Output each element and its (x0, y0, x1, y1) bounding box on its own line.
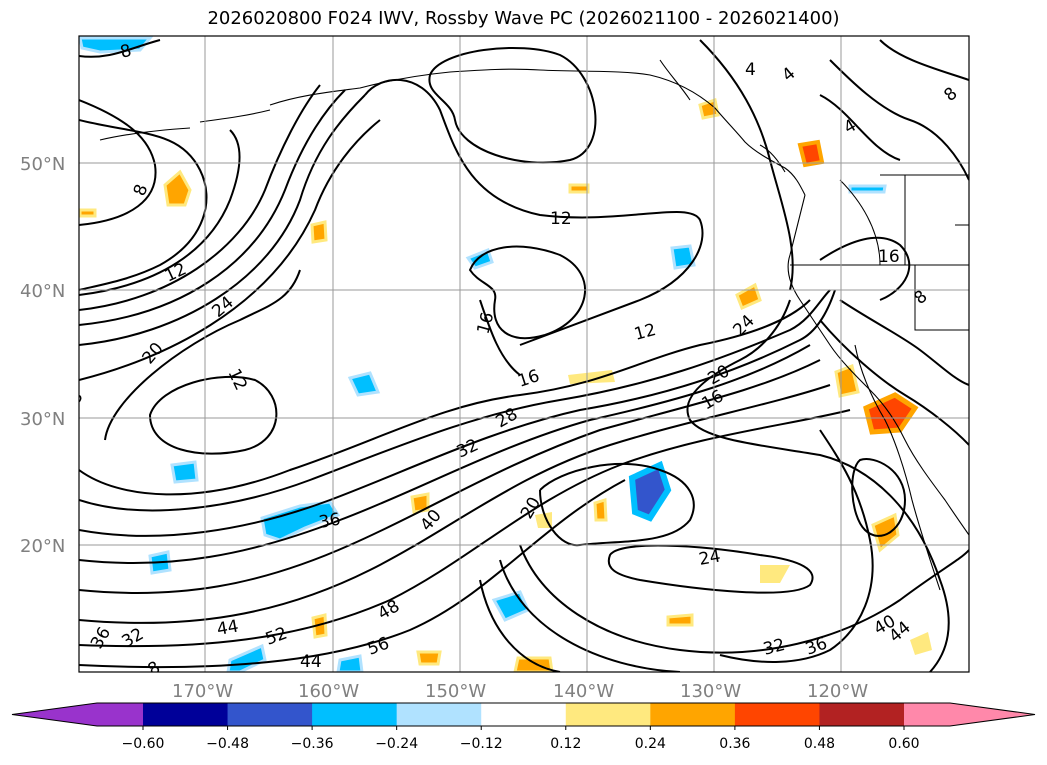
lon-label: 150°W (425, 681, 486, 702)
colorbar-segment (312, 703, 398, 726)
colorbar-outline (11, 702, 1036, 727)
colorbar-segment (143, 703, 229, 726)
lat-label: 40°N (20, 281, 65, 302)
colorbar-label: −0.60 (122, 736, 165, 752)
colorbar-segment (481, 703, 567, 726)
colorbar-label: 0.24 (635, 736, 666, 752)
colorbar-label: −0.24 (375, 736, 418, 752)
colorbar-label: 0.48 (804, 736, 835, 752)
map-title: 2026020800 F024 IWV, Rossby Wave PC (202… (207, 8, 840, 29)
colorbar-segment (650, 703, 736, 726)
colorbar-label: −0.48 (206, 736, 249, 752)
colorbar-label: −0.36 (291, 736, 334, 752)
colorbar-segment (734, 703, 820, 726)
colorbar-extend-min (12, 703, 143, 726)
colorbar-segment (565, 703, 651, 726)
colorbar: −0.60 −0.48 −0.36 −0.24 −0.12 0.12 0.24 0.36 0.4… (11, 702, 1036, 752)
colorbar-segment (819, 703, 905, 726)
longitude-labels: 170°W 160°W 150°W 140°W 130°W 120°W (172, 681, 868, 702)
contour-label: 24 (697, 546, 722, 569)
iwv-contours (79, 39, 969, 672)
colorbar-segment (396, 703, 482, 726)
colorbar-label: 0.12 (550, 736, 581, 752)
lat-label: 50°N (20, 154, 65, 175)
contour-label: 8 (118, 41, 134, 63)
contour-label: 4 (745, 60, 756, 80)
colorbar-label: 0.36 (719, 736, 750, 752)
contour-label: 12 (550, 209, 572, 229)
lon-label: 120°W (807, 681, 868, 702)
map-plot-area: 8 12 24 20 12 8 8 12 16 12 16 28 32 36 4… (65, 36, 969, 672)
lon-label: 130°W (680, 681, 741, 702)
contour-label: 36 (317, 509, 342, 532)
lat-label: 20°N (20, 536, 65, 557)
colorbar-segment (227, 703, 313, 726)
map-frame (78, 35, 970, 673)
lon-label: 140°W (553, 681, 614, 702)
contour-label: 44 (300, 652, 322, 672)
lat-label: 30°N (20, 409, 65, 430)
contour-label: 8 (65, 390, 87, 407)
colorbar-extend-max (904, 703, 1035, 726)
colorbar-label: 0.60 (888, 736, 919, 752)
contour-label: 44 (215, 616, 240, 639)
graticule (79, 36, 969, 672)
colorbar-label: −0.12 (460, 736, 503, 752)
lon-label: 160°W (298, 681, 359, 702)
lon-label: 170°W (172, 681, 233, 702)
contour-label: 16 (878, 247, 900, 267)
latitude-labels: 50°N 40°N 30°N 20°N (20, 154, 65, 557)
